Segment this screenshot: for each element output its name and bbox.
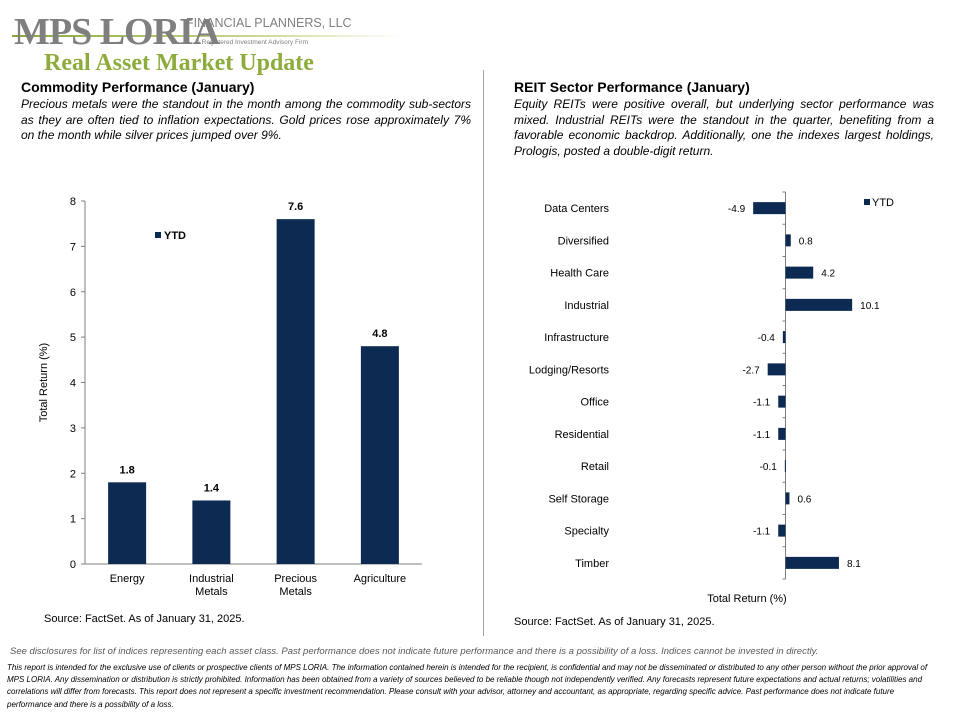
y-category-label: Infrastructure bbox=[544, 332, 609, 344]
legend-label: YTD bbox=[164, 230, 186, 242]
y-category-label: Specialty bbox=[564, 526, 609, 538]
reit-section-title: REIT Sector Performance (January) bbox=[514, 79, 750, 95]
y-tick-label: 7 bbox=[70, 241, 76, 253]
bar-5 bbox=[767, 363, 786, 376]
commodity-source-note: Source: FactSet. As of January 31, 2025. bbox=[44, 613, 245, 625]
bar-11 bbox=[785, 556, 839, 569]
bar-data-label: -1.1 bbox=[753, 430, 771, 441]
commodity-bar-chart: 0 1 2 3 4 5 6 7 8 Total Return (%) 1.8 Energy 1.4 Ind… bbox=[38, 196, 422, 598]
x-category-label: Precious bbox=[274, 573, 317, 585]
bar-4 bbox=[782, 331, 786, 344]
bar-6 bbox=[778, 395, 786, 408]
bar-data-label: -1.1 bbox=[753, 398, 771, 409]
bar-data-label: -2.7 bbox=[742, 365, 760, 376]
bar-data-label: 10.1 bbox=[860, 301, 880, 312]
y-category-label: Data Centers bbox=[544, 203, 609, 215]
bar-data-label: -4.9 bbox=[728, 204, 746, 215]
y-category-label: Retail bbox=[581, 461, 609, 473]
bar-data-label: 1.8 bbox=[119, 464, 134, 476]
bar-7 bbox=[778, 427, 786, 440]
commodity-section-title: Commodity Performance (January) bbox=[21, 79, 255, 95]
bar-0 bbox=[108, 482, 147, 564]
bar-8 bbox=[784, 460, 786, 473]
bar-data-label: 4.2 bbox=[821, 269, 835, 280]
bar-3 bbox=[360, 346, 399, 564]
bar-3 bbox=[785, 298, 853, 311]
bar-0 bbox=[753, 202, 786, 215]
y-tick-label: 0 bbox=[70, 559, 76, 571]
y-tick-label: 3 bbox=[70, 423, 76, 435]
y-axis-title: Total Return (%) bbox=[38, 343, 50, 422]
y-category-label: Timber bbox=[575, 558, 609, 570]
bar-9 bbox=[785, 492, 790, 505]
section-divider bbox=[483, 70, 484, 636]
y-category-label: Office bbox=[580, 397, 609, 409]
bar-data-label: 7.6 bbox=[288, 201, 303, 213]
y-tick-label: 5 bbox=[70, 332, 76, 344]
bar-data-label: 8.1 bbox=[847, 559, 861, 570]
bar-2 bbox=[785, 266, 814, 279]
logo-rule bbox=[12, 35, 402, 37]
x-axis-title: Total Return (%) bbox=[707, 593, 786, 605]
commodity-section-description: Precious metals were the standout in the… bbox=[21, 97, 471, 142]
reit-section-description: Equity REITs were positive overall, but … bbox=[514, 97, 934, 158]
bar-1 bbox=[785, 234, 791, 247]
x-category-label: Industrial bbox=[189, 573, 234, 585]
logo-tagline: A Registered Investment Advisory Firm bbox=[196, 39, 308, 46]
bar-data-label: -0.1 bbox=[760, 462, 778, 473]
y-tick-label: 1 bbox=[70, 514, 76, 526]
bar-data-label: 0.8 bbox=[799, 236, 813, 247]
logo-wordmark: MPS LORIA bbox=[14, 11, 220, 53]
reit-source-note: Source: FactSet. As of January 31, 2025. bbox=[514, 616, 715, 628]
y-tick-label: 8 bbox=[70, 196, 76, 208]
x-category-label: Energy bbox=[110, 573, 145, 585]
x-category-label: Metals bbox=[195, 586, 228, 598]
legend-swatch bbox=[864, 199, 870, 205]
y-category-label: Diversified bbox=[558, 235, 609, 247]
company-logo: MPS LORIA FINANCIAL PLANNERS, LLC A Regi… bbox=[12, 8, 412, 53]
y-category-label: Residential bbox=[555, 429, 609, 441]
bar-data-label: 1.4 bbox=[204, 482, 220, 494]
bar-10 bbox=[778, 524, 786, 537]
bar-2 bbox=[276, 219, 315, 564]
y-category-label: Lodging/Resorts bbox=[529, 364, 610, 376]
y-tick-label: 6 bbox=[70, 287, 76, 299]
footer-legal-text: This report is intended for the exclusiv… bbox=[7, 663, 928, 709]
legend-swatch bbox=[155, 232, 161, 238]
y-tick-label: 2 bbox=[70, 468, 76, 480]
bar-1 bbox=[192, 500, 231, 564]
bar-data-label: -1.1 bbox=[753, 527, 771, 538]
reit-bar-chart: Data Centers -4.9 Diversified 0.8 Health Car… bbox=[529, 191, 894, 605]
x-category-label: Metals bbox=[279, 586, 312, 598]
y-category-label: Health Care bbox=[550, 268, 609, 280]
disclaimer-text: See disclosures for list of indices repr… bbox=[10, 646, 819, 657]
x-category-label: Agriculture bbox=[354, 573, 407, 585]
legend-label: YTD bbox=[872, 197, 894, 209]
bar-data-label: -0.4 bbox=[758, 333, 776, 344]
y-category-label: Industrial bbox=[564, 300, 609, 312]
bar-data-label: 0.6 bbox=[797, 494, 811, 505]
page-title: Real Asset Market Update bbox=[44, 50, 314, 76]
y-tick-label: 4 bbox=[70, 378, 76, 390]
logo-subtitle: FINANCIAL PLANNERS, LLC bbox=[186, 16, 352, 30]
bar-data-label: 4.8 bbox=[372, 328, 387, 340]
y-category-label: Self Storage bbox=[548, 493, 609, 505]
